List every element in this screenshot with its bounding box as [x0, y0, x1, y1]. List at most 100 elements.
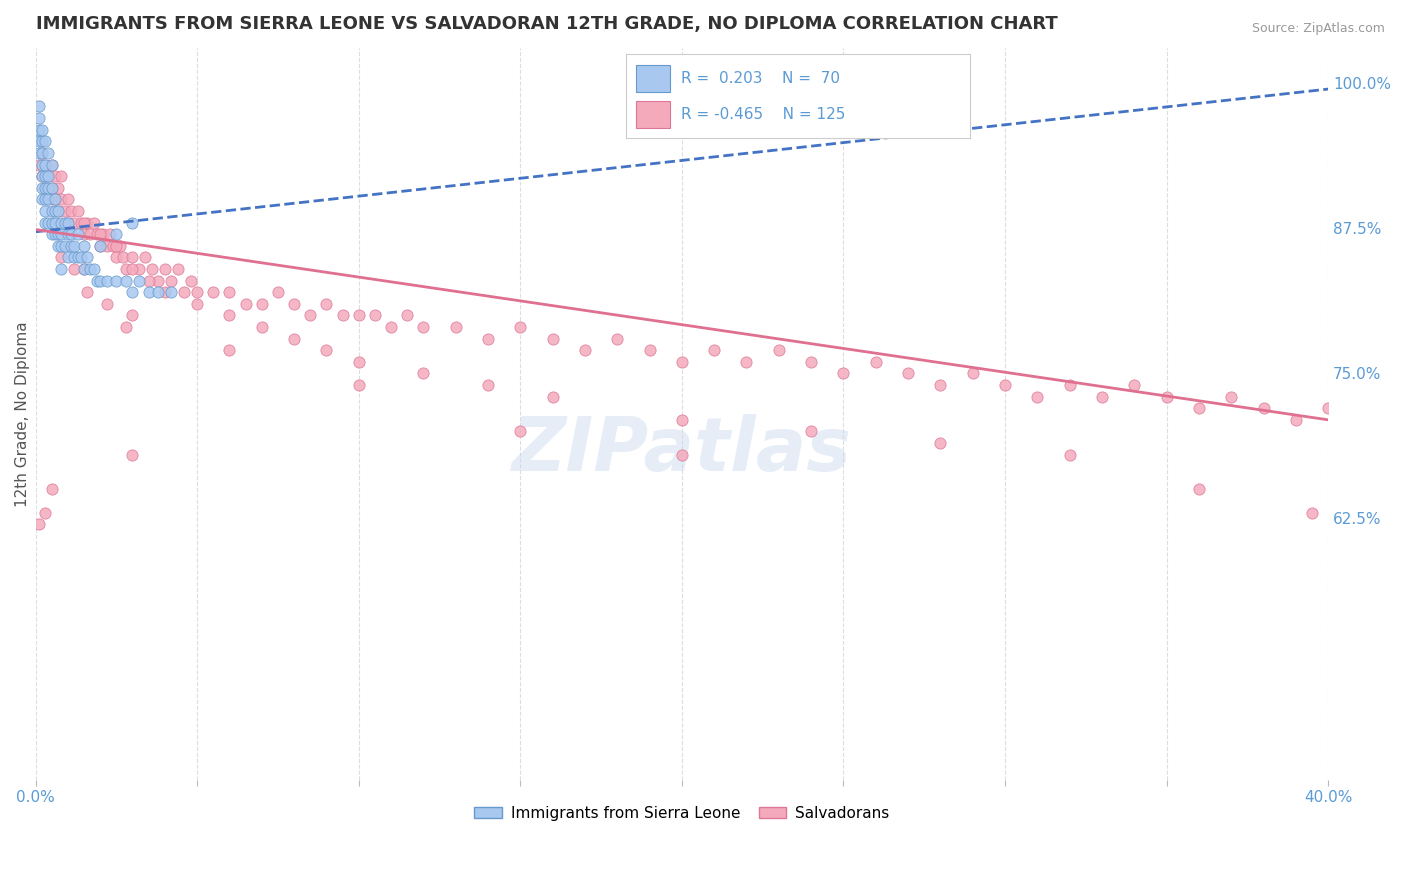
Point [31, 145, 53, 160]
Point [121, 285, 143, 300]
Point [638, 343, 661, 358]
Point [897, 367, 920, 381]
Point [37, 169, 59, 183]
Point [28, 145, 51, 160]
Point [89, 274, 111, 288]
Point [218, 343, 240, 358]
Point [768, 343, 790, 358]
Point [37, 192, 59, 206]
Point [34, 203, 56, 218]
Point [115, 320, 138, 334]
Point [34, 157, 56, 171]
Point [509, 425, 531, 439]
Point [34, 134, 56, 148]
Point [347, 309, 370, 323]
Point [1026, 390, 1049, 404]
Point [800, 425, 823, 439]
Point [41, 227, 63, 241]
Point [160, 274, 183, 288]
Point [37, 215, 59, 229]
Point [166, 262, 188, 277]
Point [34, 215, 56, 229]
Text: Source: ZipAtlas.com: Source: ZipAtlas.com [1251, 22, 1385, 36]
Point [63, 251, 86, 265]
Point [347, 355, 370, 369]
Point [28, 99, 51, 113]
Text: IMMIGRANTS FROM SIERRA LEONE VS SALVADORAN 12TH GRADE, NO DIPLOMA CORRELATION CH: IMMIGRANTS FROM SIERRA LEONE VS SALVADOR… [35, 15, 1057, 33]
Point [56, 251, 79, 265]
Point [1156, 390, 1178, 404]
Point [34, 180, 56, 194]
Point [46, 227, 69, 241]
Text: R = -0.465    N = 125: R = -0.465 N = 125 [681, 107, 845, 122]
Point [477, 332, 499, 346]
Point [218, 285, 240, 300]
Point [34, 180, 56, 194]
Point [41, 180, 63, 194]
Point [962, 367, 984, 381]
Point [44, 215, 66, 229]
Point [832, 367, 855, 381]
Point [41, 483, 63, 497]
Point [153, 285, 176, 300]
Point [121, 262, 143, 277]
Point [37, 145, 59, 160]
Point [332, 309, 354, 323]
Point [186, 285, 208, 300]
Point [28, 122, 51, 136]
Point [315, 343, 337, 358]
Point [86, 274, 108, 288]
Point [34, 157, 56, 171]
Point [101, 238, 124, 252]
Point [96, 274, 118, 288]
Point [299, 309, 322, 323]
Point [56, 215, 79, 229]
Point [46, 238, 69, 252]
Point [347, 378, 370, 392]
Point [86, 227, 108, 241]
Point [1059, 448, 1081, 462]
Point [412, 320, 434, 334]
Point [31, 180, 53, 194]
Point [63, 238, 86, 252]
Point [96, 238, 118, 252]
Point [128, 262, 150, 277]
Point [56, 227, 79, 241]
Point [76, 251, 98, 265]
Point [606, 332, 628, 346]
Point [89, 238, 111, 252]
Point [51, 262, 73, 277]
Point [46, 180, 69, 194]
Point [44, 203, 66, 218]
Point [1285, 413, 1308, 427]
Point [671, 413, 693, 427]
Point [111, 251, 134, 265]
Point [31, 134, 53, 148]
Bar [636, 64, 671, 92]
Point [477, 378, 499, 392]
Point [929, 378, 952, 392]
Point [41, 215, 63, 229]
Point [28, 157, 51, 171]
Point [218, 309, 240, 323]
Point [34, 169, 56, 183]
Point [105, 274, 128, 288]
Point [51, 238, 73, 252]
Point [574, 343, 596, 358]
Point [96, 297, 118, 311]
Point [115, 262, 138, 277]
Point [41, 203, 63, 218]
Point [31, 169, 53, 183]
Point [202, 285, 225, 300]
Legend: Immigrants from Sierra Leone, Salvadorans: Immigrants from Sierra Leone, Salvadoran… [468, 799, 896, 827]
Point [541, 390, 564, 404]
Point [105, 238, 128, 252]
Point [267, 285, 290, 300]
Y-axis label: 12th Grade, No Diploma: 12th Grade, No Diploma [15, 321, 30, 507]
Point [541, 332, 564, 346]
Point [31, 145, 53, 160]
Point [66, 251, 89, 265]
Point [283, 297, 305, 311]
Point [37, 192, 59, 206]
Point [1317, 401, 1340, 416]
